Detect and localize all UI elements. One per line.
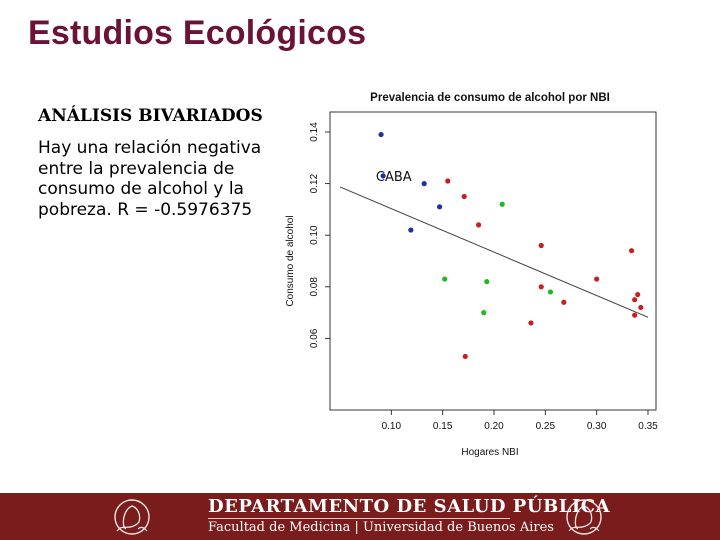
caba-annotation: CABA	[376, 170, 412, 185]
footer-divider	[208, 518, 510, 519]
data-point	[632, 297, 638, 303]
section-subheading: ANÁLISIS BIVARIADOS	[38, 106, 263, 126]
axis-ticks: 0.10 0.15 0.20 0.25 0.30 0.35 0.06 0.08 0.10 0.12…	[309, 122, 658, 432]
data-point	[462, 353, 468, 360]
data-point	[421, 181, 427, 187]
data-point	[461, 193, 467, 200]
data-point	[476, 222, 482, 228]
slide-title: Estudios Ecológicos	[28, 14, 367, 52]
data-points	[378, 131, 644, 360]
department-name: DEPARTAMENTO DE SALUD PÚBLICA	[208, 496, 611, 517]
data-point	[499, 201, 505, 207]
y-tick-label: 0.14	[309, 122, 320, 142]
data-point	[538, 284, 544, 290]
data-point	[628, 248, 635, 254]
data-point	[481, 310, 487, 316]
trend-line	[339, 186, 649, 318]
data-point	[445, 178, 451, 184]
x-tick-label: 0.35	[638, 421, 658, 432]
data-point	[528, 320, 534, 326]
x-tick-label: 0.15	[433, 421, 453, 432]
y-tick-label: 0.06	[309, 328, 320, 348]
x-tick-label: 0.10	[382, 421, 402, 432]
data-point	[594, 276, 600, 282]
y-tick-label: 0.12	[309, 173, 320, 193]
data-point	[484, 279, 490, 285]
university-seal-icon	[114, 499, 150, 535]
x-tick-label: 0.30	[587, 421, 607, 432]
y-tick-label: 0.08	[309, 277, 320, 297]
y-axis-label: Consumo de alcohol	[285, 215, 296, 306]
data-point	[561, 299, 567, 305]
data-point	[436, 204, 443, 210]
university-seal-icon	[566, 499, 602, 535]
data-point	[408, 227, 414, 233]
chart-title: Prevalencia de consumo de alcohol por NB…	[370, 92, 610, 104]
data-point	[380, 173, 386, 179]
data-point	[632, 312, 638, 318]
data-point	[378, 131, 384, 138]
x-tick-label: 0.25	[536, 421, 556, 432]
data-point	[635, 291, 641, 298]
faculty-name: Facultad de Medicina | Universidad de Bu…	[208, 520, 554, 535]
data-point	[547, 289, 554, 295]
footer-banner: DEPARTAMENTO DE SALUD PÚBLICA Facultad d…	[0, 493, 720, 540]
data-point	[442, 276, 448, 282]
plot-area-frame	[329, 111, 657, 411]
body-paragraph: Hay una relación negativa entre la preva…	[38, 138, 262, 220]
data-point	[638, 304, 644, 311]
x-tick-label: 0.20	[484, 421, 504, 432]
x-axis-label: Hogares NBI	[461, 447, 518, 458]
data-point	[538, 242, 544, 249]
scatter-chart: Prevalencia de consumo de alcohol por NB…	[285, 92, 658, 458]
y-tick-label: 0.10	[309, 225, 320, 245]
